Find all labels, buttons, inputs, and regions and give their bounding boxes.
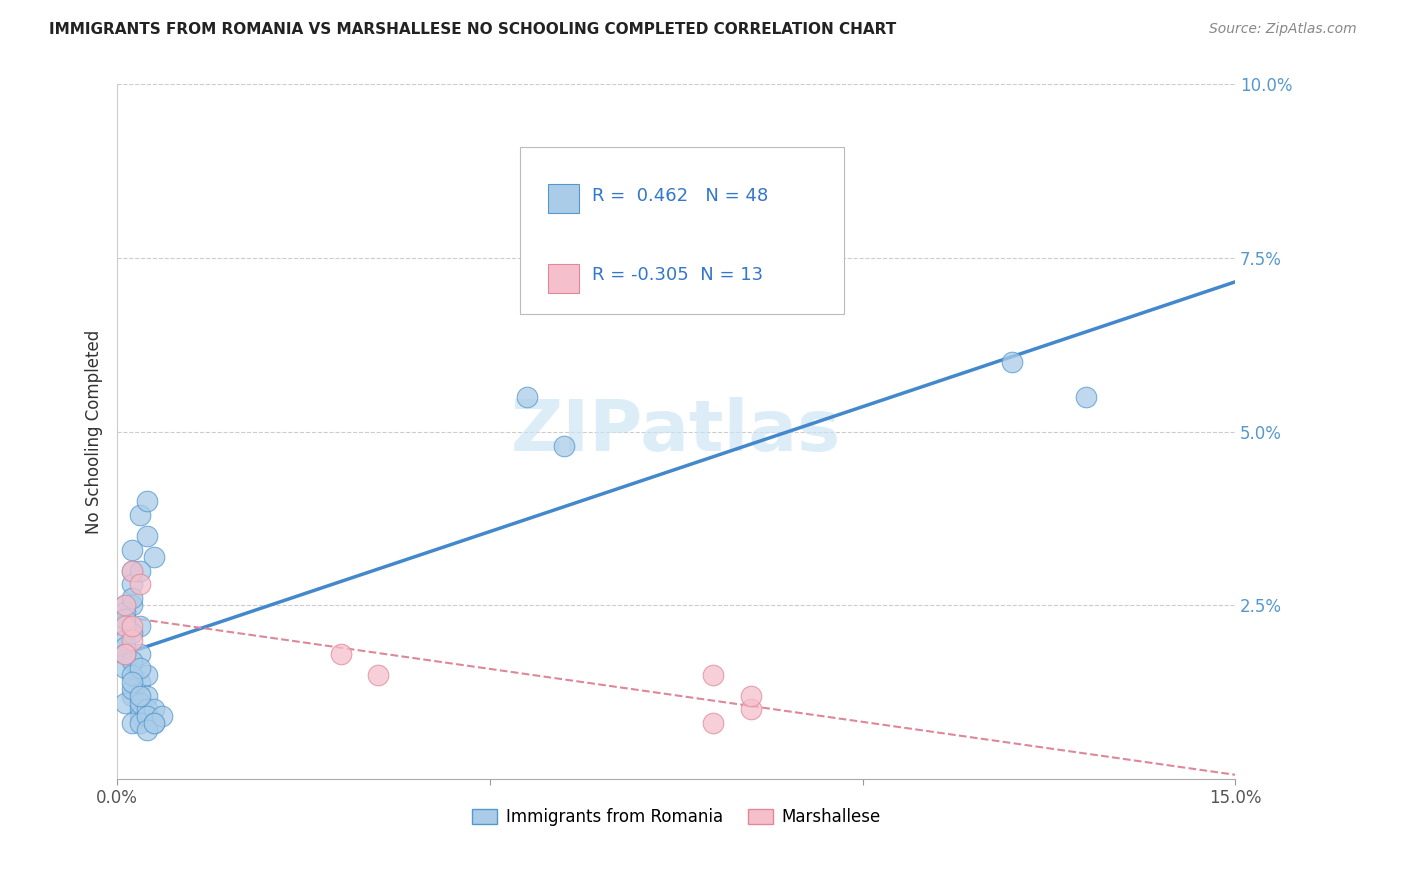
Point xyxy=(1076,390,1098,404)
Point xyxy=(143,716,166,731)
Point xyxy=(128,619,150,633)
Text: IMMIGRANTS FROM ROMANIA VS MARSHALLESE NO SCHOOLING COMPLETED CORRELATION CHART: IMMIGRANTS FROM ROMANIA VS MARSHALLESE N… xyxy=(49,22,897,37)
Point xyxy=(136,689,159,703)
Point xyxy=(114,599,136,613)
Point xyxy=(114,696,136,710)
Bar xyxy=(547,184,579,213)
Point xyxy=(128,564,150,578)
Point xyxy=(121,564,143,578)
Text: Source: ZipAtlas.com: Source: ZipAtlas.com xyxy=(1209,22,1357,37)
Point xyxy=(114,640,136,654)
Point xyxy=(114,619,136,633)
Point xyxy=(121,681,143,696)
Point xyxy=(516,390,538,404)
Point xyxy=(740,689,762,703)
Point xyxy=(702,716,724,731)
Point xyxy=(121,564,143,578)
Y-axis label: No Schooling Completed: No Schooling Completed xyxy=(86,329,103,533)
Point xyxy=(128,689,150,703)
Point xyxy=(136,494,159,508)
Point xyxy=(128,647,150,661)
Point xyxy=(128,709,150,723)
Point xyxy=(740,702,762,716)
Point xyxy=(128,716,150,731)
Point xyxy=(329,647,352,661)
Point xyxy=(121,626,143,640)
Bar xyxy=(547,264,579,293)
Text: R = -0.305  N = 13: R = -0.305 N = 13 xyxy=(592,267,763,285)
Point xyxy=(128,674,150,689)
Point xyxy=(121,591,143,606)
Legend: Immigrants from Romania, Marshallese: Immigrants from Romania, Marshallese xyxy=(465,802,887,833)
Point xyxy=(121,577,143,591)
Point xyxy=(143,549,166,564)
Point xyxy=(553,439,575,453)
Point xyxy=(121,716,143,731)
Point xyxy=(128,702,150,716)
FancyBboxPatch shape xyxy=(520,147,844,314)
Point xyxy=(114,647,136,661)
Point xyxy=(121,654,143,668)
Point xyxy=(128,661,150,675)
Text: ZIPatlas: ZIPatlas xyxy=(512,397,841,467)
Point xyxy=(121,633,143,648)
Point xyxy=(367,667,389,681)
Text: R =  0.462   N = 48: R = 0.462 N = 48 xyxy=(592,186,769,204)
Point xyxy=(114,612,136,626)
Point xyxy=(1000,355,1022,369)
Point xyxy=(121,542,143,557)
Point xyxy=(121,619,143,633)
Point xyxy=(114,661,136,675)
Point xyxy=(114,619,136,633)
Point xyxy=(143,716,166,731)
Point xyxy=(136,667,159,681)
Point xyxy=(114,605,136,619)
Point xyxy=(121,667,143,681)
Point xyxy=(702,667,724,681)
Point xyxy=(121,674,143,689)
Point xyxy=(136,529,159,543)
Point xyxy=(121,689,143,703)
Point xyxy=(128,577,150,591)
Point xyxy=(114,633,136,648)
Point xyxy=(121,599,143,613)
Point xyxy=(128,508,150,522)
Point xyxy=(128,696,150,710)
Point xyxy=(114,647,136,661)
Point xyxy=(136,709,159,723)
Point xyxy=(136,723,159,738)
Point xyxy=(143,702,166,716)
Point xyxy=(136,702,159,716)
Point xyxy=(114,599,136,613)
Point xyxy=(150,709,173,723)
